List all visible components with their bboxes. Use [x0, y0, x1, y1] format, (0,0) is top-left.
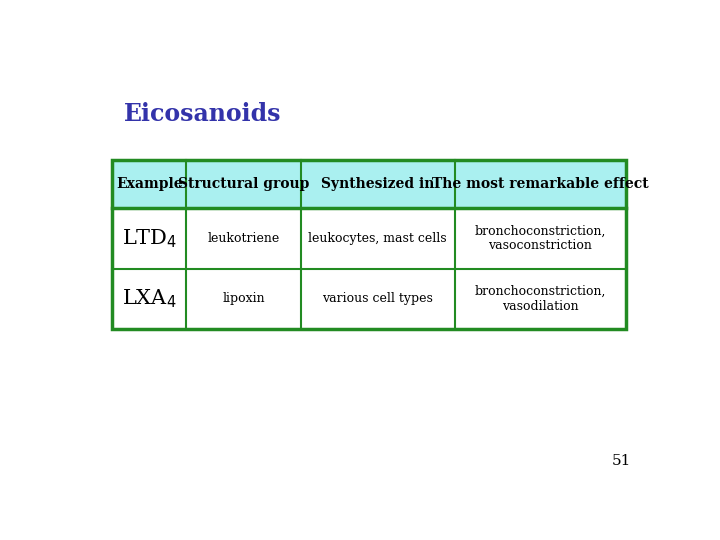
- Bar: [112, 160, 626, 329]
- Text: lipoxin: lipoxin: [222, 292, 265, 305]
- Text: bronchoconstriction,
vasodilation: bronchoconstriction, vasodilation: [474, 285, 606, 313]
- Text: Synthesized in: Synthesized in: [321, 177, 434, 191]
- Text: bronchoconstriction,
vasoconstriction: bronchoconstriction, vasoconstriction: [474, 225, 606, 252]
- Bar: [112, 160, 626, 208]
- Text: 51: 51: [612, 454, 631, 468]
- Text: Structural group: Structural group: [178, 177, 309, 191]
- Text: leukotriene: leukotriene: [207, 232, 279, 245]
- Bar: [112, 160, 626, 329]
- Text: various cell types: various cell types: [322, 292, 433, 305]
- Text: Example: Example: [116, 177, 183, 191]
- Text: LTD$_4$: LTD$_4$: [122, 227, 177, 249]
- Text: leukocytes, mast cells: leukocytes, mast cells: [308, 232, 447, 245]
- Text: The most remarkable effect: The most remarkable effect: [432, 177, 649, 191]
- Text: Eicosanoids: Eicosanoids: [124, 102, 281, 126]
- Text: LXA$_4$: LXA$_4$: [122, 287, 176, 310]
